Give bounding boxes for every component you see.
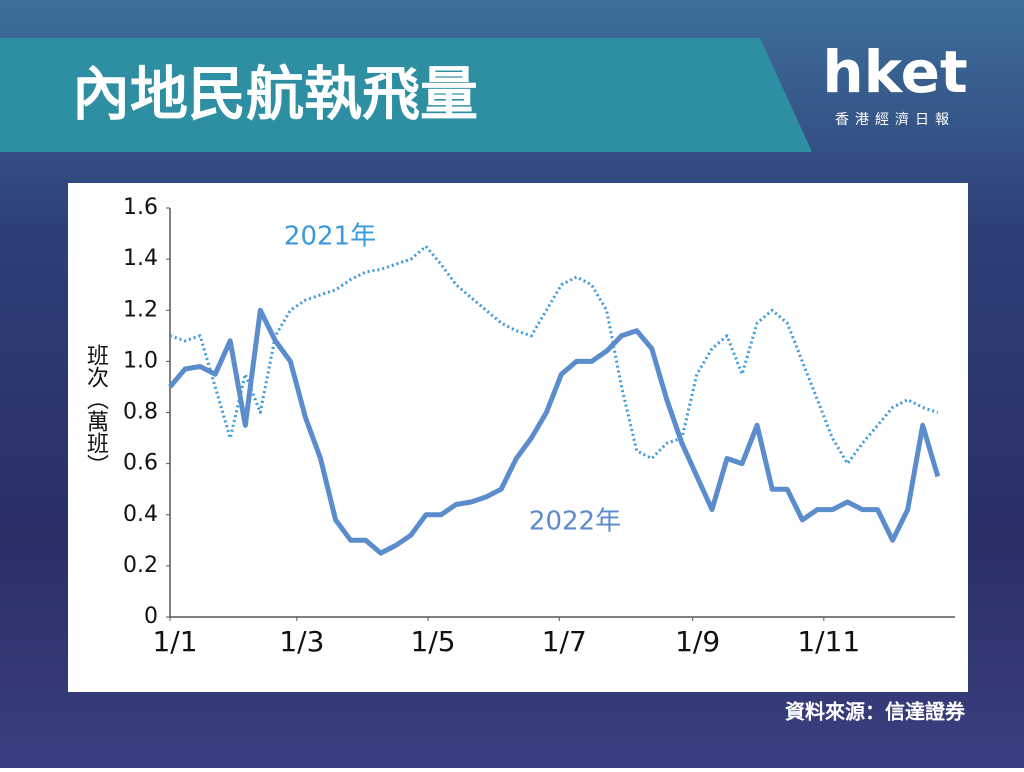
y-tick-label: 0.2 bbox=[123, 553, 158, 578]
logo-subtitle: 香港經濟日報 bbox=[835, 112, 955, 128]
annotation: 2022年 bbox=[529, 507, 621, 537]
title-banner bbox=[0, 38, 812, 152]
annotation: 2021年 bbox=[284, 222, 376, 252]
y-tick-label: 0.4 bbox=[123, 502, 158, 527]
x-tick-label: 1/9 bbox=[675, 625, 720, 658]
x-tick-label: 1/1 bbox=[152, 625, 197, 658]
plot-panel bbox=[68, 183, 968, 692]
y-tick-label: 1.0 bbox=[123, 348, 158, 373]
y-tick-label: 0.6 bbox=[123, 451, 158, 476]
x-tick-label: 1/7 bbox=[542, 625, 587, 658]
logo: hket bbox=[822, 38, 967, 106]
x-tick-label: 1/11 bbox=[797, 625, 860, 658]
series-line bbox=[168, 307, 941, 556]
y-tick-label: 1.2 bbox=[123, 297, 158, 322]
y-tick-label: 1.4 bbox=[123, 246, 158, 271]
y-tick-label: 0.8 bbox=[123, 400, 158, 425]
y-tick-label: 0 bbox=[144, 604, 158, 629]
chart-title: 內地民航執飛量 bbox=[72, 60, 478, 128]
x-tick-label: 1/5 bbox=[411, 625, 456, 658]
x-tick-label: 1/3 bbox=[279, 625, 324, 658]
source: 資料來源：信達證券 bbox=[785, 700, 966, 724]
y-tick-label: 1.6 bbox=[123, 195, 158, 220]
y-axis-label: 班次（萬班） bbox=[83, 344, 109, 476]
series-line bbox=[169, 244, 939, 466]
